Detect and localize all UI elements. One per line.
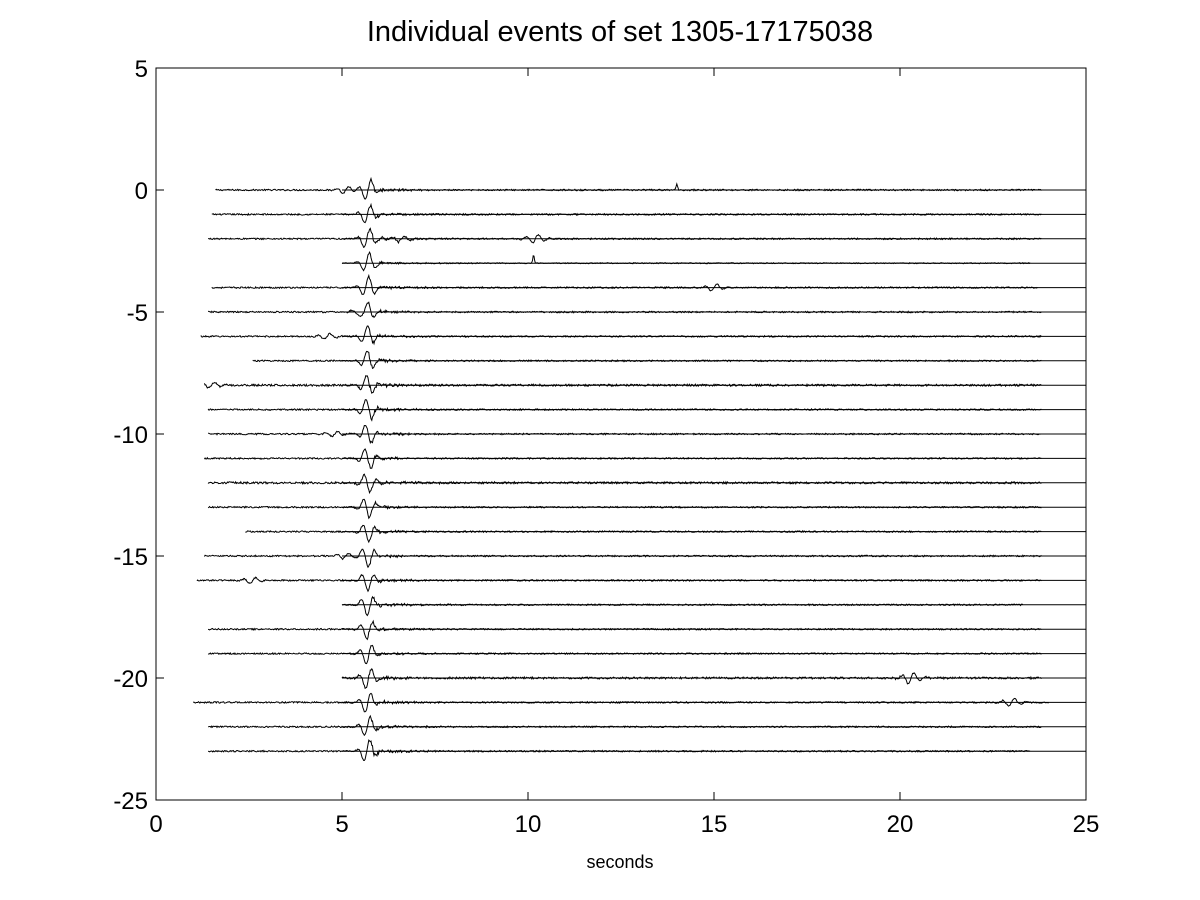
event-trace xyxy=(203,374,1042,394)
event-trace xyxy=(203,448,1042,469)
event-trace xyxy=(341,251,1031,272)
x-tick-label: 25 xyxy=(1073,811,1100,838)
event-trace xyxy=(203,548,1042,569)
event-trace xyxy=(196,573,1042,593)
event-trace xyxy=(207,398,1042,422)
event-trace xyxy=(211,273,1038,296)
x-tick-label: 10 xyxy=(515,811,542,838)
event-trace xyxy=(207,714,1042,737)
event-trace xyxy=(252,350,1042,370)
y-tick-label: -5 xyxy=(127,300,148,327)
event-trace xyxy=(341,667,1042,690)
x-tick-label: 5 xyxy=(335,811,348,838)
event-trace xyxy=(207,227,1042,248)
event-trace xyxy=(207,473,1042,495)
event-trace xyxy=(208,424,1042,445)
event-trace xyxy=(245,524,1042,544)
event-trace xyxy=(211,202,1042,224)
x-axis-ticks: 0 5 10 15 20 25 xyxy=(149,68,1099,838)
x-axis-label: seconds xyxy=(586,852,653,872)
chart-title: Individual events of set 1305-17175038 xyxy=(367,16,873,48)
y-tick-label: 5 xyxy=(135,56,148,83)
y-tick-label: -25 xyxy=(113,788,148,815)
x-tick-label: 0 xyxy=(149,811,162,838)
y-tick-label: 0 xyxy=(135,178,148,205)
y-tick-label: -15 xyxy=(113,544,148,571)
event-trace xyxy=(207,644,1042,665)
y-tick-label: -20 xyxy=(113,666,148,693)
event-trace xyxy=(192,692,1049,713)
event-trace xyxy=(200,325,1042,346)
event-traces xyxy=(192,176,1049,762)
y-axis-ticks: 5 0 -5 -10 -15 -20 -25 xyxy=(113,56,1086,815)
event-trace xyxy=(207,301,1042,319)
event-trace xyxy=(341,595,1024,617)
event-trace xyxy=(207,739,1031,762)
y-tick-label: -10 xyxy=(113,422,148,449)
event-trace xyxy=(208,619,1042,641)
x-tick-label: 20 xyxy=(887,811,914,838)
x-tick-label: 15 xyxy=(701,811,728,838)
event-trace xyxy=(207,498,1042,520)
event-trace xyxy=(215,176,1042,200)
